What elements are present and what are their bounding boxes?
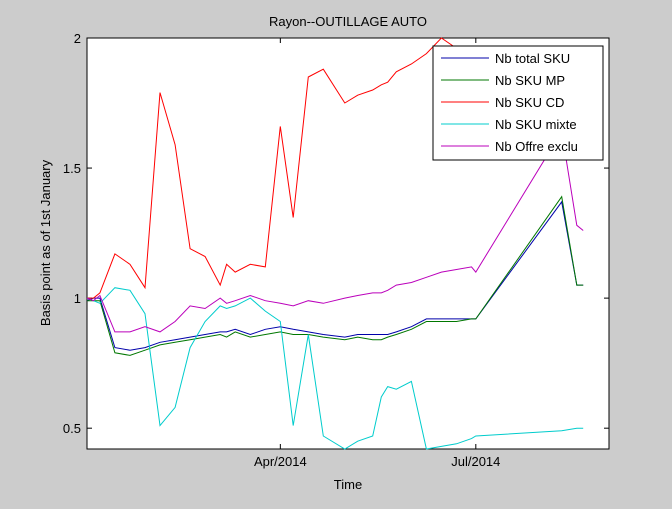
legend-label: Nb Offre exclu — [495, 139, 578, 154]
x-tick-label: Apr/2014 — [254, 454, 307, 469]
y-tick-label: 2 — [74, 31, 81, 46]
y-tick-label: 0.5 — [63, 421, 81, 436]
x-tick-label: Jul/2014 — [451, 454, 500, 469]
series-line-nb-sku-mixte — [86, 287, 584, 450]
y-tick-label: 1 — [74, 291, 81, 306]
legend-box — [432, 45, 604, 161]
y-tick-label: 1.5 — [63, 161, 81, 176]
series-line-nb-offre-exclu — [86, 130, 584, 333]
legend: Nb total SKU Nb SKU MP Nb SKU CD Nb SKU mix… — [432, 45, 604, 161]
legend-label: Nb total SKU — [495, 51, 570, 66]
x-axis-label: Time — [334, 477, 362, 492]
series-line-nb-sku-cd — [87, 37, 584, 299]
series-line-nb-sku-mp — [87, 195, 584, 356]
series-layer — [86, 37, 584, 450]
legend-label: Nb SKU mixte — [495, 117, 577, 132]
legend-label: Nb SKU MP — [495, 73, 565, 88]
y-axis-label: Basis point as of 1st January — [38, 159, 53, 326]
legend-label: Nb SKU CD — [495, 95, 564, 110]
chart-title: Rayon--OUTILLAGE AUTO — [269, 14, 427, 29]
axis-ticks: 0.5 1 1.5 2 Apr/2014 Jul/2014 — [63, 31, 609, 469]
series-line-nb-total-sku — [86, 200, 584, 351]
